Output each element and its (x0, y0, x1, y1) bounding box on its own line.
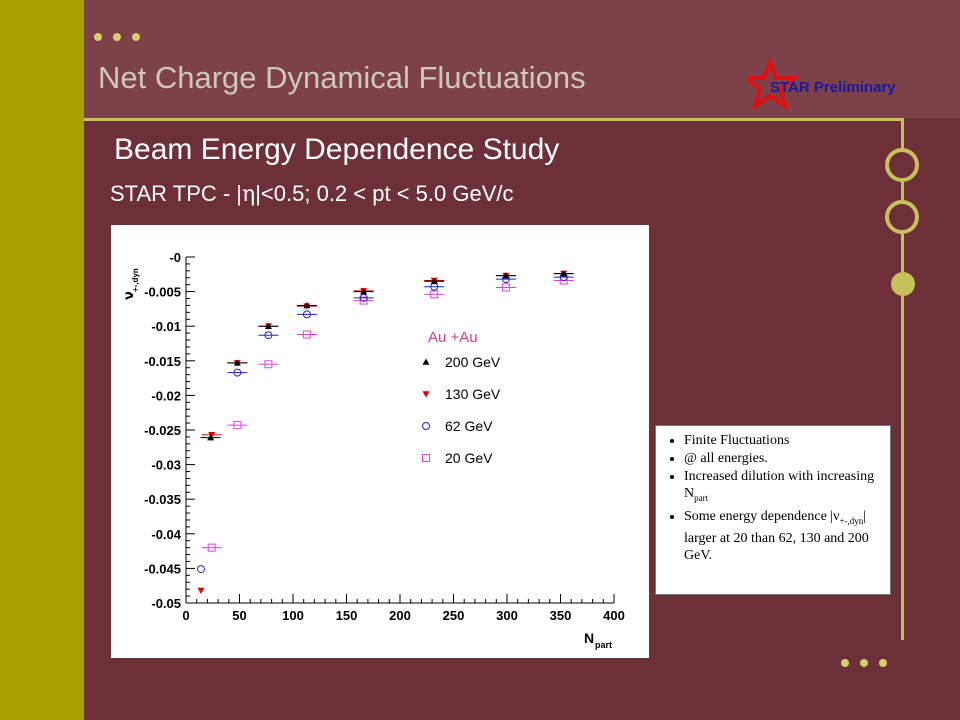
bullet-text: | larger at 20 than 62, 130 and 200 GeV. (684, 508, 869, 563)
y-axis-label: ν (122, 291, 137, 300)
title-band (84, 0, 960, 118)
bullet-item: @ all energies. (684, 450, 884, 467)
data-point (560, 270, 568, 277)
cuts-line: STAR TPC - |η|<0.5; 0.2 < pt < 5.0 GeV/c (110, 181, 514, 207)
legend-marker (422, 358, 430, 365)
data-point (359, 296, 368, 305)
findings-box: Finite Fluctuations @ all energies. Incr… (655, 425, 891, 595)
decor-dot (94, 33, 102, 41)
bullet-sub: +-,dyn (839, 515, 864, 526)
x-axis-label-sub: part (595, 640, 612, 650)
data-point (302, 310, 311, 319)
decor-line (84, 118, 904, 121)
bullet-item: Some energy dependence |ν+-,dyn| larger … (684, 508, 884, 564)
legend-title: Au +Au (428, 329, 478, 346)
cuts-prefix: STAR TPC - | (110, 181, 243, 206)
plot-panel: 0 50 100 150 200 250 300 350 400 -0 -0.005 -0.01 -0.… (111, 225, 649, 658)
left-accent-bar (0, 0, 84, 720)
data-point (264, 322, 272, 329)
bullet-text: Increased dilution with increasing N (684, 469, 875, 501)
x-axis-label: N (584, 630, 594, 646)
legend-marker (422, 422, 430, 430)
decor-line (901, 296, 904, 640)
decor-ring (885, 200, 919, 234)
legend-label: 20 GeV (445, 450, 493, 466)
decor-dot (891, 272, 915, 296)
bullet-item: Finite Fluctuations (684, 432, 884, 449)
data-point (264, 360, 273, 369)
legend-label: 62 GeV (445, 418, 493, 434)
y-tick-label: -0.015 (144, 354, 181, 369)
decor-line (901, 118, 904, 150)
x-tick-label: 350 (550, 608, 572, 623)
y-tick-label: -0.035 (144, 492, 181, 507)
x-tick-label: 400 (603, 608, 625, 623)
data-point (207, 543, 216, 552)
data-point (502, 272, 510, 279)
star-icon (748, 58, 800, 111)
data-point (501, 283, 510, 292)
page-subtitle: Beam Energy Dependence Study (114, 133, 560, 166)
y-tick-label: -0.05 (151, 596, 181, 611)
data-point (197, 587, 205, 595)
y-tick-label: -0.025 (144, 423, 181, 438)
cuts-suffix: |<0.5; 0.2 < pt < 5.0 GeV/c (255, 181, 514, 206)
decor-ring (885, 148, 919, 182)
x-tick-label: 100 (282, 608, 304, 623)
data-point (360, 288, 368, 295)
legend-label: 130 GeV (445, 386, 501, 402)
bullet-text: @ all energies. (684, 451, 768, 466)
cuts-eta: η (242, 182, 256, 207)
x-tick-label: 200 (389, 608, 411, 623)
y-tick-label: -0.02 (151, 388, 181, 403)
bullet-item: Increased dilution with increasing Npart (684, 468, 884, 507)
decor-dot (841, 659, 849, 667)
data-point (430, 290, 439, 299)
decor-line (901, 182, 904, 200)
x-tick-label: 150 (336, 608, 358, 623)
fluctuation-chart: 0 50 100 150 200 250 300 350 400 -0 -0.005 -0.01 -0.… (122, 250, 625, 650)
legend-marker (422, 454, 430, 462)
star-preliminary-logo: STAR Preliminary (748, 58, 896, 111)
decor-dot (132, 33, 140, 41)
page-title: Net Charge Dynamical Fluctuations (98, 60, 586, 95)
bullet-sub: part (694, 492, 709, 503)
x-tick-label: 300 (496, 608, 518, 623)
data-point (233, 359, 241, 366)
y-tick-label: -0.03 (151, 458, 181, 473)
legend-label: 200 GeV (445, 354, 501, 370)
decor-dot (879, 659, 887, 667)
data-point (302, 330, 311, 339)
x-tick-label: 0 (182, 608, 189, 623)
data-point (430, 277, 438, 285)
y-tick-label: -0.01 (151, 319, 181, 334)
data-point (233, 368, 242, 377)
data-point (207, 434, 215, 441)
legend-marker (422, 391, 430, 398)
y-tick-label: -0.005 (144, 285, 181, 300)
data-point (233, 421, 242, 430)
bullet-text: Finite Fluctuations (684, 433, 790, 448)
y-tick-label: -0 (169, 250, 181, 265)
x-tick-label: 50 (232, 608, 246, 623)
x-tick-label: 250 (443, 608, 465, 623)
y-tick-label: -0.04 (151, 527, 181, 542)
data-point (264, 331, 273, 340)
data-point (196, 565, 205, 574)
y-axis-label-sub: +-,dyn (131, 268, 140, 292)
data-point (208, 432, 216, 439)
y-tick-label: -0.045 (144, 561, 181, 576)
bullet-text: Some energy dependence |ν (684, 508, 840, 524)
data-point (303, 301, 311, 309)
decor-dot (113, 33, 121, 41)
decor-line (901, 234, 904, 272)
star-logo-text: STAR Preliminary (770, 79, 896, 96)
decor-dot (860, 659, 868, 667)
